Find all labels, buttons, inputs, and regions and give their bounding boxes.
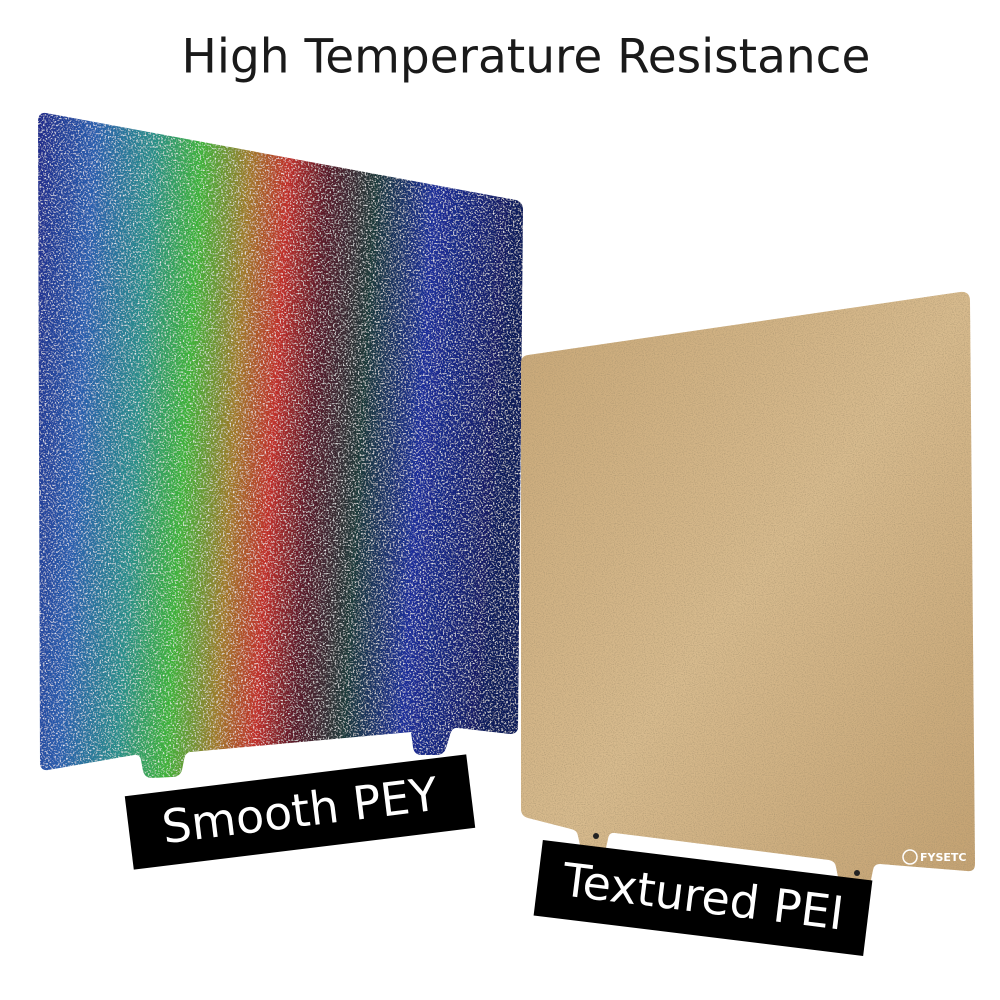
brand-logo: [902, 849, 918, 865]
pei-plate: [521, 291, 975, 888]
hole: [593, 833, 599, 839]
brand: FYSETC: [920, 851, 967, 864]
title: High Temperature Resistance: [182, 30, 871, 85]
label-box: [533, 840, 873, 956]
label-box: [124, 754, 476, 870]
hole: [854, 870, 860, 876]
pey-plate: [38, 112, 523, 779]
